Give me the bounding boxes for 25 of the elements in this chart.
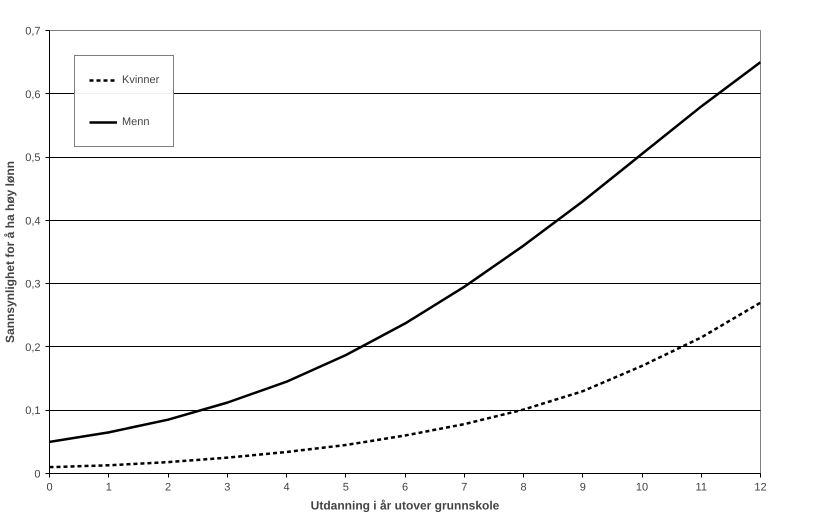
x-tick-label: 4 [283,482,290,494]
x-tick-label: 2 [164,482,172,494]
x-tick-label: 12 [754,482,767,494]
x-tick-label: 10 [636,482,648,494]
y-tick-label: 0,3 [25,278,41,291]
x-tick-label: 8 [520,482,527,494]
y-tick-label: 0,5 [25,152,41,164]
y-tick-label: 0,2 [25,342,41,354]
y-axis-title: Sannsynlighet for å ha høy lønn [3,160,18,344]
x-tick-label: 0 [46,482,53,494]
y-tick-label: 0,6 [25,88,41,101]
x-tick-label: 6 [402,482,408,494]
y-tick-label: 0,7 [25,26,41,38]
x-tick-label: 7 [461,482,468,494]
y-tick-label: 0,4 [25,215,41,228]
x-axis-title: Utdanning i år utover grunnskole [310,498,500,512]
y-tick-label: 0 [34,468,41,480]
x-tick-label: 11 [696,482,707,494]
x-tick-label: 5 [342,482,349,494]
legend-label: Menn [122,116,150,128]
legend-label: Kvinner [122,74,160,86]
x-tick-label: 1 [106,482,112,494]
x-tick-label: 3 [224,482,230,494]
y-tick-label: 0,1 [25,405,41,418]
x-tick-label: 9 [580,482,586,494]
